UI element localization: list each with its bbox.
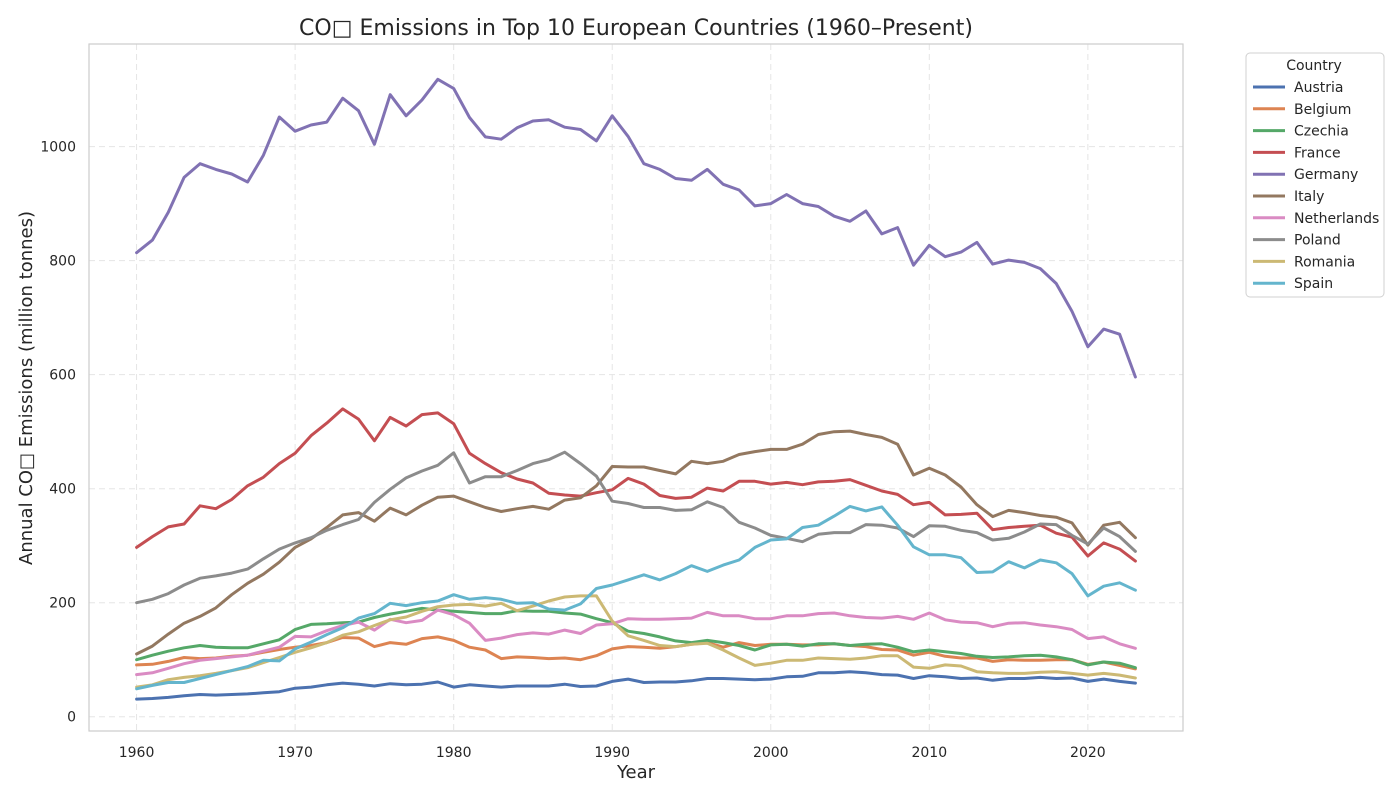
y-axis-ticks: 0 200 400 600 800 1000 — [40, 140, 76, 726]
legend-label: Romania — [1294, 254, 1355, 270]
legend-box — [1245, 52, 1385, 298]
x-tick-label: 2000 — [753, 745, 789, 761]
x-tick-label: 1970 — [277, 745, 313, 761]
series-line-italy — [135, 429, 1137, 656]
x-tick-label: 1980 — [436, 745, 472, 761]
series-line-germany — [135, 77, 1137, 379]
legend-label: Italy — [1294, 189, 1324, 205]
series-line-netherlands — [135, 608, 1137, 677]
legend-label: Czechia — [1294, 124, 1349, 140]
y-tick-label: 1000 — [40, 140, 76, 156]
plot-frame — [88, 43, 1184, 732]
series-line-poland — [135, 450, 1137, 605]
y-tick-label: 0 — [67, 710, 76, 726]
y-tick-label: 600 — [49, 368, 76, 384]
series-line-czechia — [135, 606, 1137, 670]
legend-label: Germany — [1294, 167, 1358, 183]
series-line-romania — [135, 594, 1137, 689]
legend-label: Austria — [1294, 80, 1343, 96]
x-axis-label: Year — [616, 762, 656, 783]
legend-label: Poland — [1294, 233, 1341, 249]
x-tick-label: 1960 — [119, 745, 155, 761]
legend-label: Belgium — [1294, 102, 1351, 118]
y-tick-label: 200 — [49, 596, 76, 612]
series-lines — [135, 77, 1137, 701]
y-tick-label: 800 — [49, 254, 76, 270]
series-line-spain — [135, 504, 1137, 691]
x-tick-label: 1990 — [594, 745, 630, 761]
x-tick-label: 2010 — [911, 745, 947, 761]
legend-title: Country — [1286, 58, 1342, 74]
x-tick-label: 2020 — [1070, 745, 1106, 761]
legend: Country Austria Belgium Czechia France Germa… — [1245, 52, 1385, 298]
legend-label: Netherlands — [1294, 211, 1379, 227]
y-axis-label: Annual CO□ Emissions (million tonnes) — [16, 211, 37, 565]
legend-label: Spain — [1294, 276, 1333, 292]
legend-label: France — [1294, 145, 1341, 161]
x-axis-ticks: 1960 1970 1980 1990 2000 2010 2020 — [119, 745, 1106, 761]
chart-title: CO□ Emissions in Top 10 European Countri… — [299, 16, 973, 41]
legend-items: Austria Belgium Czechia France Germany Italy N… — [1253, 80, 1379, 292]
series-line-france — [135, 407, 1137, 563]
series-line-austria — [135, 670, 1137, 701]
grid-lines — [89, 44, 1183, 731]
y-tick-label: 400 — [49, 482, 76, 498]
